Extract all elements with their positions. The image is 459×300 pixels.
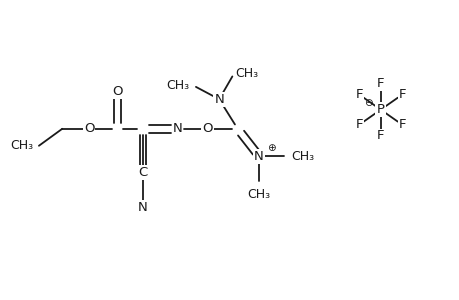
Text: F: F: [355, 118, 362, 131]
Text: ⊖: ⊖: [364, 98, 372, 108]
Text: F: F: [397, 88, 405, 101]
Text: F: F: [397, 118, 405, 131]
Text: P: P: [376, 103, 384, 116]
Text: O: O: [84, 122, 94, 135]
Text: O: O: [202, 122, 212, 135]
Text: N: N: [214, 93, 224, 106]
Text: CH₃: CH₃: [247, 188, 270, 202]
Text: C: C: [138, 166, 147, 178]
Text: CH₃: CH₃: [291, 150, 314, 163]
Text: CH₃: CH₃: [235, 67, 258, 80]
Text: CH₃: CH₃: [166, 80, 189, 92]
Text: CH₃: CH₃: [11, 139, 34, 152]
Text: N: N: [138, 201, 147, 214]
Text: F: F: [376, 77, 384, 90]
Text: O: O: [112, 85, 123, 98]
Text: F: F: [376, 130, 384, 142]
Text: ⊕: ⊕: [266, 143, 275, 153]
Text: N: N: [172, 122, 182, 135]
Text: N: N: [254, 150, 263, 163]
Text: F: F: [355, 88, 362, 101]
